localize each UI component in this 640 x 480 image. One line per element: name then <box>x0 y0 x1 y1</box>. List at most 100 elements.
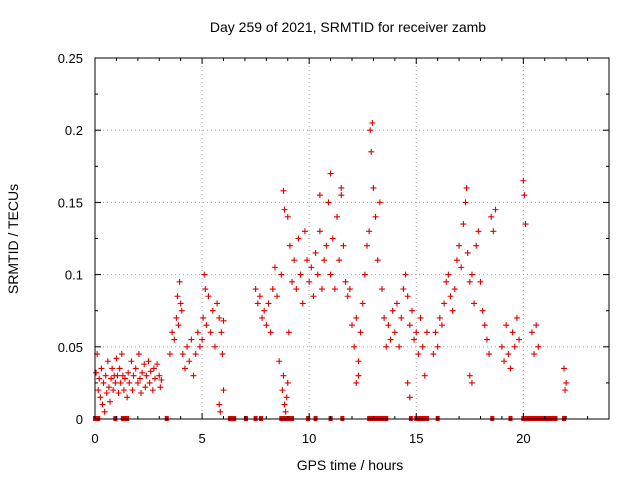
data-point <box>188 336 195 343</box>
data-point <box>367 127 374 134</box>
data-point <box>265 300 272 307</box>
data-point <box>201 271 208 278</box>
data-point <box>520 177 527 184</box>
data-point <box>477 278 484 285</box>
data-point <box>263 322 270 329</box>
x-tick-labels: 0 5 10 15 20 <box>91 431 530 446</box>
data-point <box>310 293 317 300</box>
data-point <box>415 351 422 358</box>
data-point <box>460 221 467 228</box>
data-point <box>284 213 291 220</box>
data-point <box>443 278 450 285</box>
data-point <box>381 314 388 321</box>
data-point <box>479 307 486 314</box>
data-point <box>145 358 152 365</box>
data-point <box>351 343 358 350</box>
data-point <box>101 408 108 415</box>
data-point <box>342 278 349 285</box>
data-point <box>194 329 201 336</box>
y-tick-label: 0.25 <box>58 51 83 66</box>
data-point <box>521 192 528 199</box>
data-point <box>346 286 353 293</box>
data-point <box>363 242 370 249</box>
data-point <box>126 379 133 386</box>
data-point <box>370 184 377 191</box>
data-point <box>116 365 123 372</box>
y-tick-label: 0.05 <box>58 340 83 355</box>
data-point <box>214 300 221 307</box>
data-point <box>196 343 203 350</box>
data-point <box>190 372 197 379</box>
data-point <box>289 278 296 285</box>
data-point <box>385 322 392 329</box>
y-tick-label: 0.1 <box>65 268 83 283</box>
data-point <box>366 228 373 235</box>
data-point <box>95 387 102 394</box>
data-point <box>203 322 210 329</box>
data-point <box>109 365 116 372</box>
data-point <box>276 358 283 365</box>
data-point <box>285 329 292 336</box>
data-point <box>468 271 475 278</box>
data-point <box>453 257 460 264</box>
data-point <box>280 372 287 379</box>
data-point <box>374 257 381 264</box>
data-point <box>361 271 368 278</box>
x-tick-label: 20 <box>516 431 530 446</box>
data-point <box>419 343 426 350</box>
chart-title: Day 259 of 2021, SRMTID for receiver zam… <box>210 19 486 35</box>
data-point <box>488 213 495 220</box>
data-point <box>389 307 396 314</box>
data-point <box>99 401 106 408</box>
data-point <box>157 384 164 391</box>
data-point <box>295 235 302 242</box>
data-point <box>406 322 413 329</box>
data-point <box>490 228 497 235</box>
data-point <box>301 228 308 235</box>
data-point <box>562 387 569 394</box>
data-point <box>261 307 268 314</box>
data-point <box>327 271 334 278</box>
data-point <box>336 257 343 264</box>
data-point <box>483 336 490 343</box>
data-point <box>372 213 379 220</box>
data-point <box>408 307 415 314</box>
data-point <box>121 375 128 382</box>
data-point <box>466 372 473 379</box>
data-point <box>179 351 186 358</box>
data-point <box>202 286 209 293</box>
data-point <box>211 343 218 350</box>
data-point <box>278 271 285 278</box>
data-point <box>297 271 304 278</box>
data-point <box>103 390 110 397</box>
data-point <box>464 249 471 256</box>
data-point <box>217 408 224 415</box>
data-point <box>181 365 188 372</box>
data-point <box>282 408 289 415</box>
data-point <box>219 351 226 358</box>
data-point <box>299 300 306 307</box>
data-point <box>321 257 328 264</box>
grid <box>95 58 609 419</box>
data-point <box>432 329 439 336</box>
data-point <box>166 351 173 358</box>
data-point <box>128 358 135 365</box>
data-point <box>344 293 351 300</box>
data-point <box>331 286 338 293</box>
data-point <box>96 375 103 382</box>
data-point <box>93 369 100 376</box>
data-point <box>421 372 428 379</box>
data-point <box>406 394 413 401</box>
data-point <box>325 199 332 206</box>
data-point <box>528 329 535 336</box>
y-axis-label: SRMTID / TECUs <box>5 184 21 294</box>
data-point <box>252 286 259 293</box>
data-point <box>114 372 121 379</box>
data-point <box>216 314 223 321</box>
data-point <box>271 264 278 271</box>
data-point <box>314 271 321 278</box>
data-point <box>369 119 376 126</box>
data-point <box>368 148 375 155</box>
data-point <box>200 314 207 321</box>
data-point <box>319 286 326 293</box>
